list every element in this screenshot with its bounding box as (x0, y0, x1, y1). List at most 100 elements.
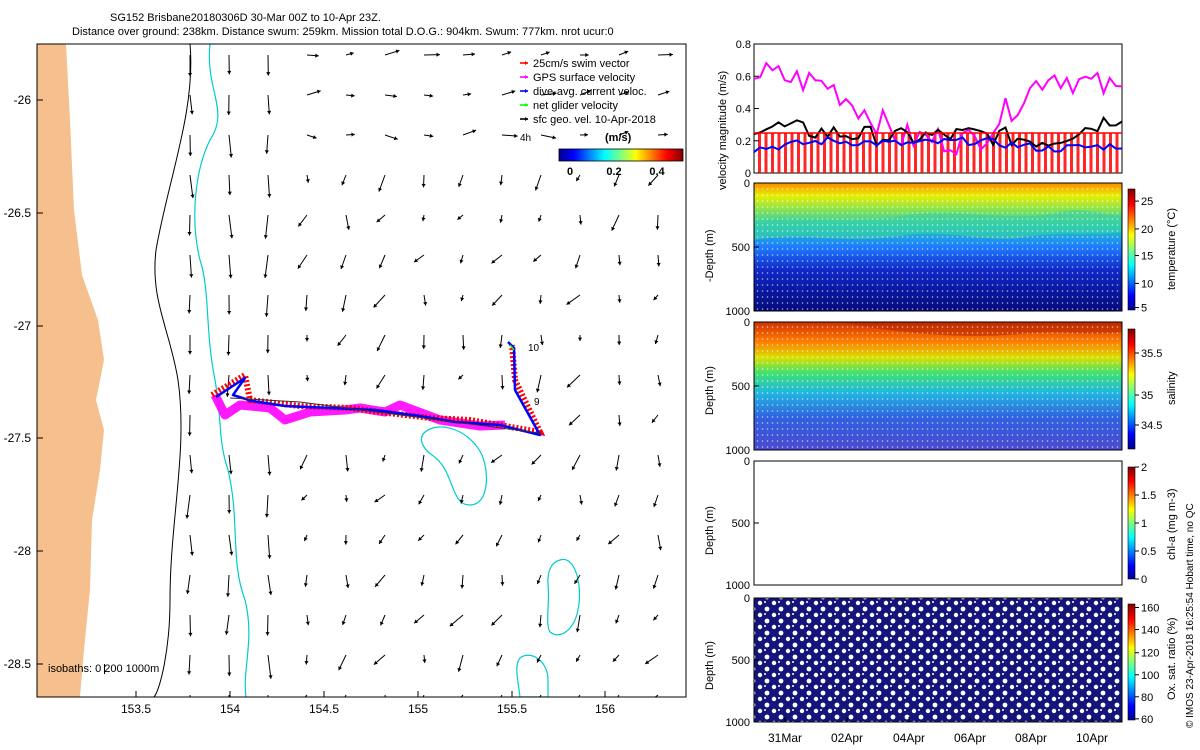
current-vector (189, 94, 194, 115)
current-vector (306, 89, 321, 96)
current-vector (540, 91, 557, 96)
current-vector-head (498, 344, 503, 348)
oxygen-cbar-tick-label: 160 (1141, 602, 1159, 614)
current-vector (423, 294, 428, 306)
current-vector (538, 614, 543, 628)
current-vector (617, 374, 622, 385)
current-vector-head (378, 264, 383, 269)
current-vector (574, 574, 581, 585)
current-vector-head (460, 584, 465, 589)
current-vector (540, 51, 550, 56)
current-vector (498, 334, 503, 348)
chla-cbar-tick-label: 0 (1141, 574, 1147, 586)
track-label-10: 10 (528, 343, 540, 354)
swim-speed-bar (758, 132, 761, 173)
current-vector (345, 93, 355, 98)
current-vector (459, 494, 464, 504)
swim-speed-bar (959, 132, 963, 173)
current-vector-head (491, 621, 496, 626)
right-panel-ticks: 050010002520151050500100035.53534.505001… (726, 178, 1163, 729)
current-vector (187, 214, 192, 236)
temperature-cbar-tick-label: 20 (1141, 224, 1153, 236)
current-vector (458, 454, 464, 464)
track-label-9: 9 (534, 397, 540, 408)
swim-speed-bar (1096, 132, 1099, 173)
current-vector-head (461, 346, 466, 350)
current-vector-head (459, 259, 464, 264)
current-vector-shaft (189, 694, 191, 697)
swim-speed-bar (803, 132, 807, 173)
current-vector-head (266, 391, 271, 396)
current-vector (500, 374, 505, 390)
current-vector-head (457, 215, 462, 220)
current-vector-head (617, 341, 622, 345)
current-vector (344, 494, 349, 502)
map-panel: 9 10 isobaths: 0 200 1000m 153.5 154 154.5… (4, 43, 687, 716)
current-vector (461, 334, 466, 350)
current-vector-head (514, 133, 518, 138)
current-vector-head (578, 221, 583, 225)
current-vector (423, 52, 440, 57)
current-vector (535, 374, 542, 393)
current-vector (265, 334, 270, 354)
current-vector (462, 52, 476, 57)
current-vector (345, 51, 354, 56)
current-vector (655, 214, 660, 230)
current-vector-head (343, 381, 348, 386)
oxygen-panel: Depth (m) Ox. sat. ratio (%) (704, 597, 1178, 723)
current-vector (421, 334, 426, 349)
current-vector-head (343, 541, 348, 545)
legend-swatch-head (525, 117, 528, 121)
swim-speed-bar (920, 132, 924, 173)
current-vector (421, 374, 426, 390)
current-vector (264, 134, 269, 154)
map-xtick-label: 155 (408, 702, 428, 716)
current-vector (577, 334, 583, 342)
current-vector-head (624, 50, 629, 55)
current-vector-head (571, 466, 576, 471)
velocity-ytick-label: 0 (745, 168, 751, 180)
time-step-label: 4h (520, 133, 531, 144)
current-vector-head (263, 235, 268, 239)
current-vector (648, 174, 659, 186)
current-vector (657, 374, 662, 387)
current-vector-head (351, 93, 355, 98)
current-vector-shaft (265, 294, 269, 317)
current-vector-head (379, 539, 383, 544)
current-vector (413, 254, 425, 263)
seamount-isobath-1 (420, 426, 488, 506)
current-vector-shaft (226, 374, 230, 397)
current-vector-head (534, 186, 539, 191)
current-vector-head (305, 621, 310, 626)
current-vector-head (228, 153, 234, 158)
current-vector-head (228, 274, 233, 279)
current-vector (228, 254, 233, 279)
current-vector-head (531, 460, 536, 465)
current-vector (225, 374, 230, 397)
current-vector-head (614, 585, 619, 590)
current-vector (417, 534, 425, 542)
current-vector (185, 494, 191, 519)
current-vector-shaft (264, 254, 269, 279)
map-legend: 25cm/s swim vector GPS surface velocity di… (520, 58, 656, 126)
current-vector (501, 90, 516, 96)
current-vector-head (187, 309, 192, 314)
current-vector-head (226, 351, 231, 356)
current-vector (491, 254, 503, 264)
current-vector-head (265, 632, 270, 636)
current-vector (227, 494, 232, 514)
current-vector (651, 414, 659, 424)
current-vector-shaft (267, 174, 271, 198)
current-vector (575, 654, 581, 662)
swim-speed-bar (1115, 132, 1119, 173)
current-vector-head (552, 91, 557, 96)
current-vector-head (422, 659, 427, 663)
current-vector (421, 214, 426, 222)
current-vector-head (267, 110, 272, 115)
current-vector (187, 334, 193, 355)
current-vector-shaft (228, 134, 232, 158)
swim-speed-bar (829, 132, 833, 173)
swim-speed-bar (849, 132, 852, 173)
surface-current-vectors (185, 49, 673, 697)
current-vector (421, 174, 426, 188)
